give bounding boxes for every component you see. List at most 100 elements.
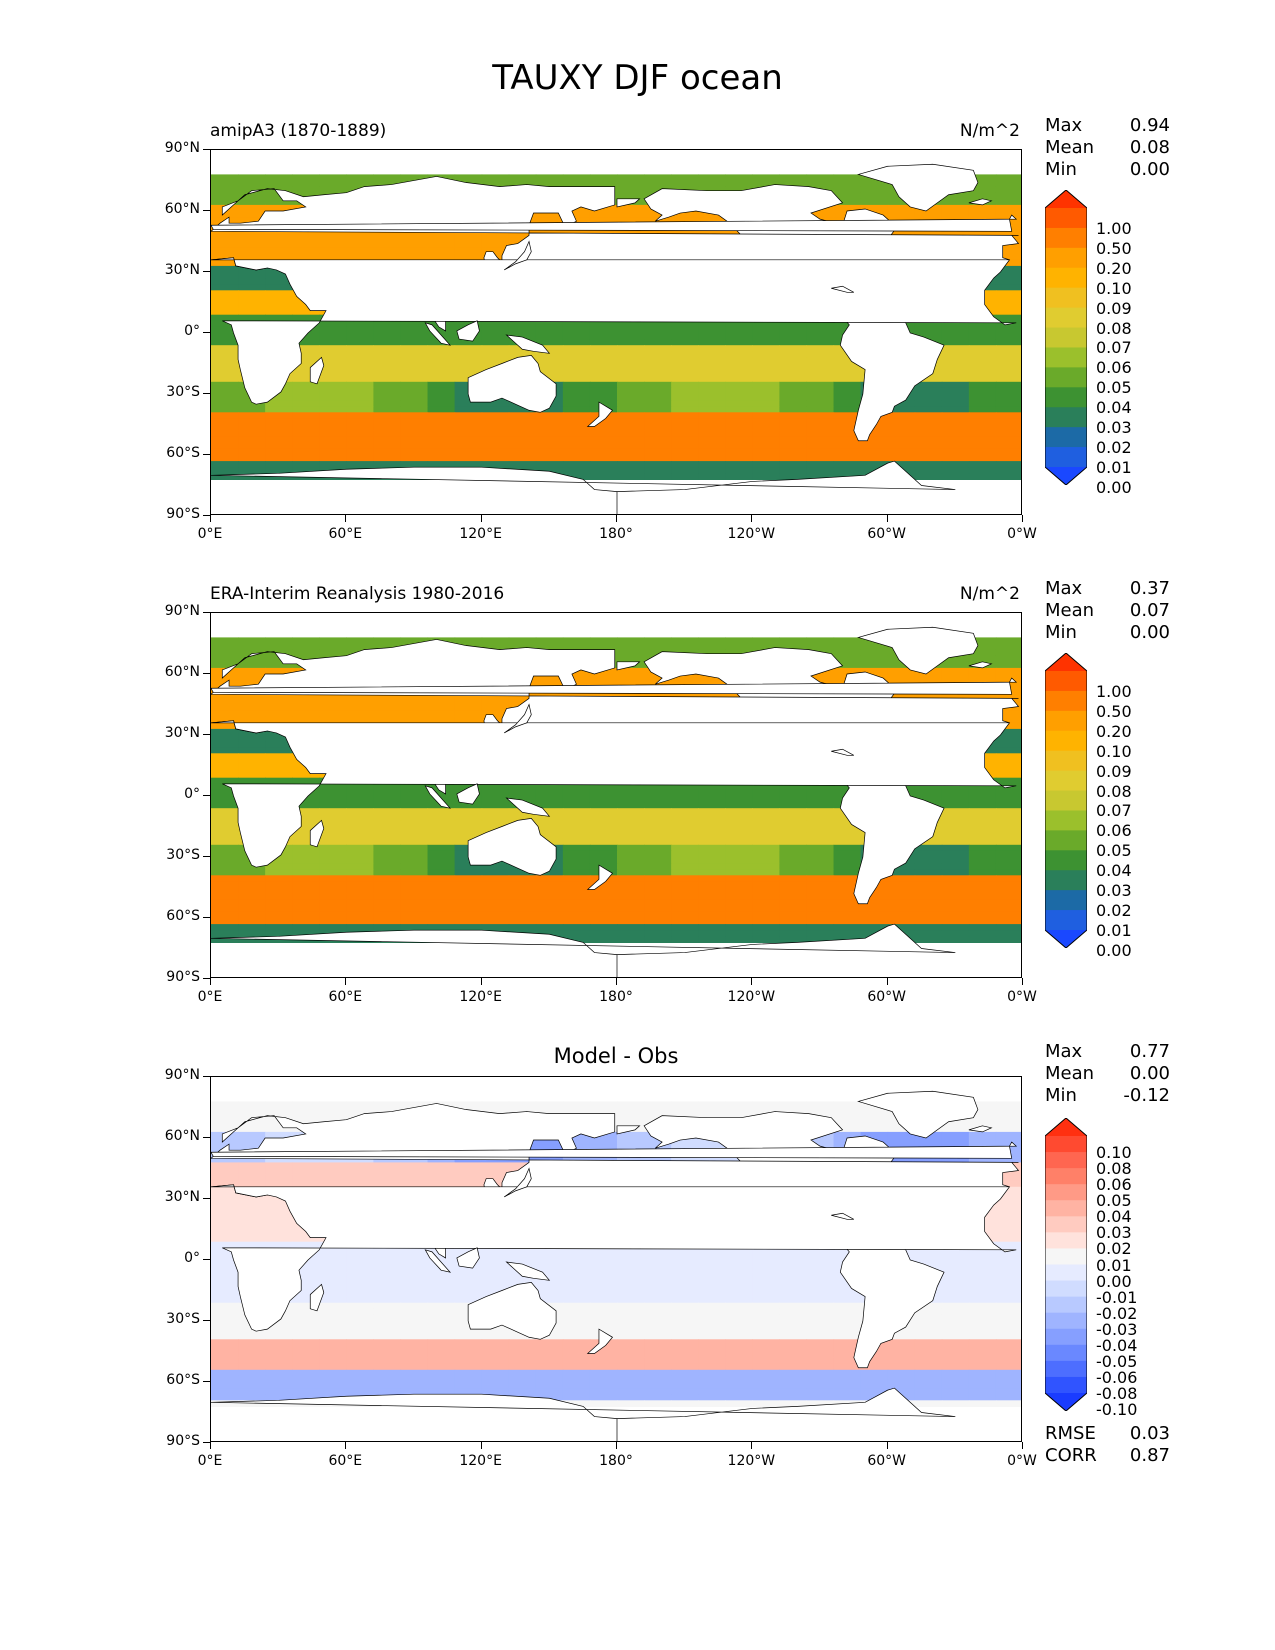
coastline bbox=[456, 1247, 480, 1269]
colorbar-tick-label: 0.06 bbox=[1096, 358, 1132, 378]
coastline bbox=[211, 720, 1017, 868]
lon-tick-label: 60°E bbox=[328, 526, 363, 542]
coastline bbox=[831, 748, 854, 756]
lat-tick bbox=[203, 1076, 210, 1077]
lon-tick-label: 60°E bbox=[328, 989, 363, 1005]
colorbar-segment bbox=[1045, 1344, 1087, 1362]
colorbar-segment bbox=[1045, 1232, 1087, 1249]
lon-tick-label: 60°W bbox=[867, 526, 906, 542]
map-field bbox=[211, 626, 1021, 977]
stat-row: Max 0.77 bbox=[1045, 1041, 1170, 1063]
stat-value: 0.37 bbox=[1129, 578, 1170, 599]
coastline bbox=[424, 1249, 452, 1273]
lat-tick-label: 60°S bbox=[166, 445, 200, 461]
coastline bbox=[211, 460, 956, 514]
colorbar-tick-label: 0.04 bbox=[1096, 861, 1132, 881]
colorbar-segment bbox=[1045, 1280, 1087, 1298]
colorbar-tick-label: 0.05 bbox=[1096, 378, 1132, 398]
colorbar-tick-label: -0.01 bbox=[1096, 1287, 1138, 1307]
coastline bbox=[616, 661, 641, 671]
colorbar-segment bbox=[1045, 671, 1087, 692]
lon-tick-label: 120°W bbox=[727, 1453, 776, 1469]
colorbar-segment bbox=[1045, 427, 1087, 448]
stat-row: Min 0.00 bbox=[1045, 622, 1170, 644]
lon-tick-label: 60°W bbox=[867, 1453, 906, 1469]
colorbar-segment bbox=[1045, 1248, 1087, 1265]
stat-value: 0.94 bbox=[1129, 115, 1170, 136]
colorbar-tick-label: 0.03 bbox=[1096, 418, 1132, 438]
colorbar-tick-label: 0.02 bbox=[1096, 1239, 1132, 1259]
colorbar-tick-label: -0.06 bbox=[1096, 1367, 1138, 1387]
lat-tick-label: 60°S bbox=[166, 908, 200, 924]
lon-tick-label: 0°W bbox=[1007, 526, 1037, 542]
lon-tick-label: 180° bbox=[599, 1453, 633, 1469]
coastline bbox=[467, 354, 557, 413]
colorbar-tick-label: 1.00 bbox=[1096, 218, 1132, 238]
coastline bbox=[505, 1261, 551, 1281]
stat-row: Min 0.00 bbox=[1045, 159, 1170, 181]
stat-value: 0.00 bbox=[1129, 1063, 1170, 1084]
coastline bbox=[309, 1283, 325, 1312]
stat-label: Max bbox=[1045, 115, 1083, 136]
lat-tick-label: 60°N bbox=[164, 201, 200, 217]
colorbar-tick-label: 0.04 bbox=[1096, 398, 1132, 418]
colorbar-tick-label: 0.05 bbox=[1096, 841, 1132, 861]
lon-tick bbox=[616, 1442, 617, 1449]
colorbar-tick-label: 0.00 bbox=[1096, 477, 1132, 497]
colorbar-graphic bbox=[1044, 1117, 1088, 1412]
stat-label: Max bbox=[1045, 578, 1083, 599]
lat-tick bbox=[203, 271, 210, 272]
stat-row: RMSE 0.03 bbox=[1045, 1423, 1170, 1445]
panel-center-title: Model - Obs bbox=[553, 1044, 679, 1068]
lat-tick bbox=[203, 332, 210, 333]
map-field bbox=[211, 1090, 1021, 1441]
colorbar-segment bbox=[1045, 830, 1087, 851]
coastline bbox=[839, 1235, 945, 1369]
coastline bbox=[857, 1090, 979, 1139]
stat-row: Mean 0.07 bbox=[1045, 600, 1170, 622]
colorbar-segment bbox=[1045, 367, 1087, 388]
lon-tick-label: 0°W bbox=[1007, 989, 1037, 1005]
coastline bbox=[857, 163, 979, 212]
summary-stats: Max 0.77 Mean 0.00 Min -0.12 bbox=[1045, 1041, 1170, 1107]
coastline bbox=[968, 1125, 993, 1133]
colorbar-segment bbox=[1045, 1360, 1087, 1378]
stat-value: -0.12 bbox=[1123, 1085, 1170, 1106]
lon-tick bbox=[480, 978, 482, 985]
colorbar-segment bbox=[1045, 690, 1087, 712]
lat-tick-label: 60°N bbox=[164, 1128, 200, 1144]
lat-tick-label: 90°N bbox=[164, 140, 200, 156]
colorbar-tick-label: 0.01 bbox=[1096, 1255, 1132, 1275]
stat-row: Min -0.12 bbox=[1045, 1085, 1170, 1107]
colorbar-tick-label: 0.04 bbox=[1096, 1207, 1132, 1227]
colorbar-tick-label: 0.09 bbox=[1096, 761, 1132, 781]
stat-value: 0.03 bbox=[1129, 1423, 1170, 1444]
colorbar-extend-min bbox=[1045, 467, 1087, 485]
lat-tick-label: 0° bbox=[184, 323, 200, 339]
lat-tick bbox=[203, 612, 210, 613]
colorbar-segment bbox=[1045, 1376, 1087, 1394]
colorbar-tick-label: 0.05 bbox=[1096, 1191, 1132, 1211]
coastline bbox=[616, 198, 641, 208]
lat-tick bbox=[203, 515, 210, 516]
lon-tick bbox=[210, 1442, 211, 1449]
lon-tick-label: 60°W bbox=[867, 989, 906, 1005]
lon-tick-label: 120°W bbox=[727, 526, 776, 542]
lat-tick-label: 0° bbox=[184, 786, 200, 802]
colorbar-tick-label: 0.03 bbox=[1096, 1223, 1132, 1243]
colorbar-segment bbox=[1045, 407, 1087, 428]
lon-tick bbox=[210, 978, 211, 985]
lon-tick bbox=[616, 515, 617, 522]
stat-label: CORR bbox=[1045, 1445, 1097, 1466]
colorbar-tick-label: 0.50 bbox=[1096, 701, 1132, 721]
lon-tick bbox=[751, 978, 753, 985]
colorbar-tick-label: 0.01 bbox=[1096, 921, 1132, 940]
colorbar-extend-max bbox=[1045, 190, 1087, 208]
land-mask bbox=[211, 163, 1020, 514]
panel-units: N/m^2 bbox=[959, 121, 1020, 141]
coastline bbox=[211, 214, 1018, 232]
stat-value: 0.00 bbox=[1129, 622, 1170, 643]
stat-label: Min bbox=[1045, 1085, 1077, 1106]
coastline bbox=[211, 1184, 1017, 1332]
map-plot-area bbox=[210, 612, 1022, 978]
